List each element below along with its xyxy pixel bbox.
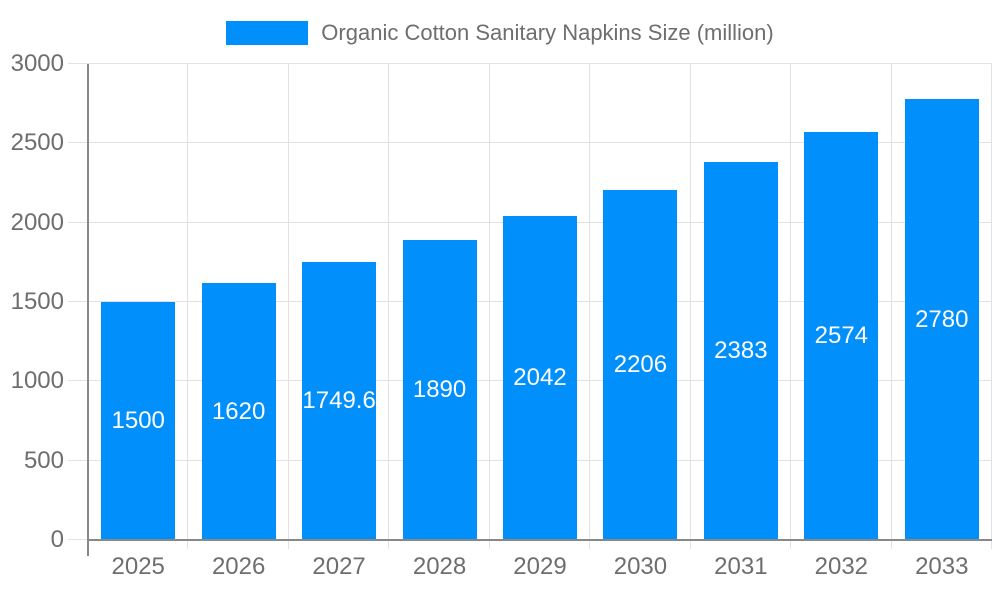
x-axis-tick xyxy=(187,540,188,549)
x-axis-tick-label: 2030 xyxy=(613,553,668,580)
bar-value-label: 2042 xyxy=(513,364,567,391)
x-axis-tick-label: 2032 xyxy=(814,553,869,580)
y-axis-tick xyxy=(68,460,88,461)
y-axis-tick xyxy=(68,63,88,64)
gridline-vertical xyxy=(589,64,590,540)
bar-value-label: 1749.6 xyxy=(302,387,376,414)
x-axis-tick-label: 2026 xyxy=(211,553,266,580)
bar-2028[interactable]: 1890 xyxy=(402,240,477,540)
bar-2032[interactable]: 2574 xyxy=(804,132,879,540)
y-axis-tick-label: 2000 xyxy=(10,209,64,236)
gridline-vertical xyxy=(690,64,691,540)
bar-value-label: 2780 xyxy=(915,305,969,333)
bar-2025[interactable]: 1500 xyxy=(101,302,176,540)
y-axis-tick xyxy=(68,380,88,381)
bar-2033[interactable]: 2780 xyxy=(904,99,979,540)
y-axis-tick xyxy=(68,222,88,223)
bar-value-label: 1890 xyxy=(412,376,467,403)
bar-2027[interactable]: 1749.6 xyxy=(302,262,377,540)
x-axis-tick xyxy=(790,540,791,549)
y-axis-line xyxy=(87,64,89,556)
x-axis-tick-label: 2031 xyxy=(714,553,768,580)
y-axis-tick-label: 1000 xyxy=(10,367,64,394)
y-axis-tick-label: 3000 xyxy=(10,50,64,77)
x-axis-tick xyxy=(489,540,490,549)
y-axis-tick xyxy=(68,142,88,143)
x-axis-tick xyxy=(690,540,691,549)
gridline-vertical xyxy=(489,64,490,540)
gridline-vertical xyxy=(388,64,389,540)
x-axis-tick-label: 2029 xyxy=(513,553,567,580)
bar-2026[interactable]: 1620 xyxy=(201,283,276,540)
y-axis-tick-label: 2500 xyxy=(10,129,64,156)
gridline-horizontal xyxy=(88,63,992,64)
y-axis-tick xyxy=(68,301,88,302)
x-axis-tick xyxy=(891,540,892,549)
x-axis-tick xyxy=(991,540,992,549)
y-axis-tick xyxy=(68,539,88,540)
bar-value-label: 2383 xyxy=(714,337,768,364)
legend-label: Organic Cotton Sanitary Napkins Size (mi… xyxy=(321,20,774,45)
bar-2031[interactable]: 2383 xyxy=(703,162,778,540)
x-axis-tick-label: 2025 xyxy=(111,553,165,580)
gridline-vertical xyxy=(187,64,188,540)
y-axis-tick-label: 0 xyxy=(50,526,64,553)
bar-value-label: 1500 xyxy=(111,407,165,434)
gridline-vertical xyxy=(790,64,791,540)
bar-2029[interactable]: 2042 xyxy=(503,216,577,540)
gridline-horizontal xyxy=(88,142,992,143)
gridline-vertical xyxy=(991,64,992,540)
legend-item[interactable]: Organic Cotton Sanitary Napkins Size (mi… xyxy=(0,21,1000,45)
x-axis-tick-label: 2033 xyxy=(915,553,969,580)
gridline-vertical xyxy=(891,64,892,540)
y-axis-tick-label: 500 xyxy=(23,447,64,474)
gridline-vertical xyxy=(288,64,289,540)
y-axis-tick-label: 1500 xyxy=(10,288,64,315)
bar-2030[interactable]: 2206 xyxy=(603,190,678,540)
x-axis-tick xyxy=(589,540,590,549)
x-axis-tick xyxy=(288,540,289,549)
bar-value-label: 2574 xyxy=(814,322,869,349)
x-axis-tick xyxy=(388,540,389,549)
plot-area: 1500 1620 1749.6 1890 2042 2206 2383 2574 2780 xyxy=(88,63,992,540)
legend-swatch xyxy=(226,21,309,45)
x-axis-line xyxy=(87,539,992,541)
x-axis-tick-label: 2028 xyxy=(412,553,467,580)
bar-value-label: 1620 xyxy=(211,397,266,425)
bar-value-label: 2206 xyxy=(613,351,668,378)
x-axis-tick-label: 2027 xyxy=(312,553,366,580)
